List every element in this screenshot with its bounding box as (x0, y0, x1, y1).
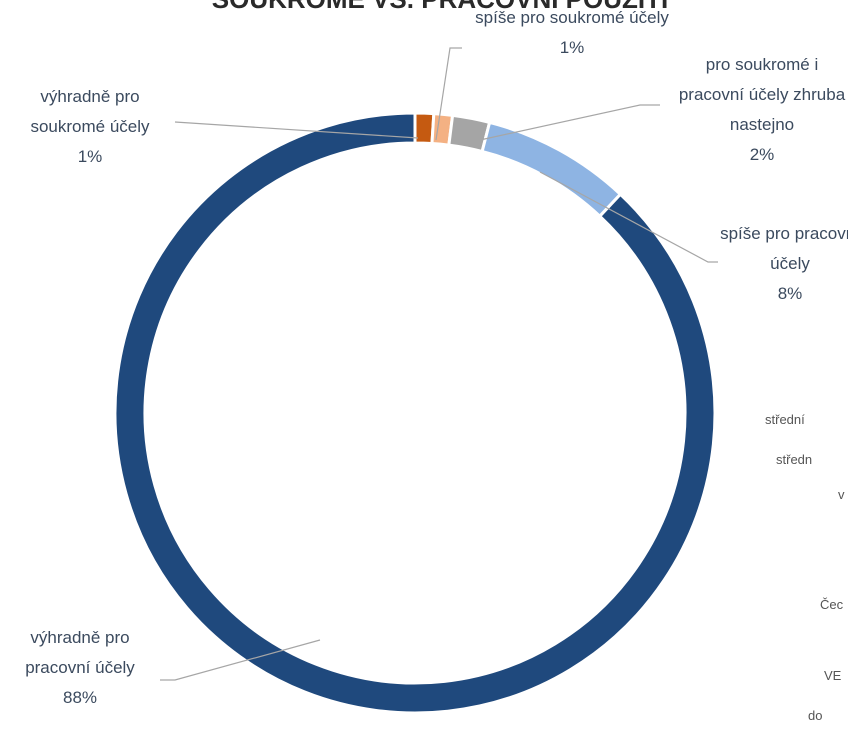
label-value: 1% (77, 147, 103, 166)
label-name: výhradně pro pracovní účely (25, 628, 135, 677)
chart-title: SOUKROMÉ VS. PRACOVNÍ POUŽITÍ (0, 0, 848, 15)
data-label: pro soukromé i pracovní účely zhruba nas… (672, 50, 848, 170)
leader-line (539, 171, 718, 263)
leader-line (160, 639, 321, 681)
leader-line (479, 104, 660, 141)
data-label: výhradně pro soukromé účely 1% (5, 82, 175, 172)
donut-slice (113, 111, 717, 715)
side-text: středn (776, 452, 813, 467)
leader-line (174, 121, 419, 139)
side-text: Čec (820, 597, 844, 612)
label-name: spíše pro soukromé účely (475, 8, 669, 27)
side-text: v (838, 487, 845, 502)
label-name: výhradně pro soukromé účely (30, 87, 150, 136)
label-value: 8% (777, 284, 803, 303)
side-text: střední (765, 412, 805, 427)
side-text: VE (824, 668, 842, 683)
label-name: spíše pro pracovní účely (720, 224, 848, 273)
data-label: spíše pro pracovní účely 8% (705, 219, 848, 309)
data-label: spíše pro soukromé účely 1% (472, 3, 672, 63)
donut-slice (480, 120, 623, 219)
data-label: výhradně pro pracovní účely 88% (5, 623, 155, 713)
label-value: 2% (749, 145, 775, 164)
leader-line (435, 47, 462, 141)
label-value: 88% (62, 688, 98, 707)
label-value: 1% (559, 38, 585, 57)
label-name: pro soukromé i pracovní účely zhruba nas… (678, 55, 846, 134)
side-text: do (808, 708, 823, 723)
